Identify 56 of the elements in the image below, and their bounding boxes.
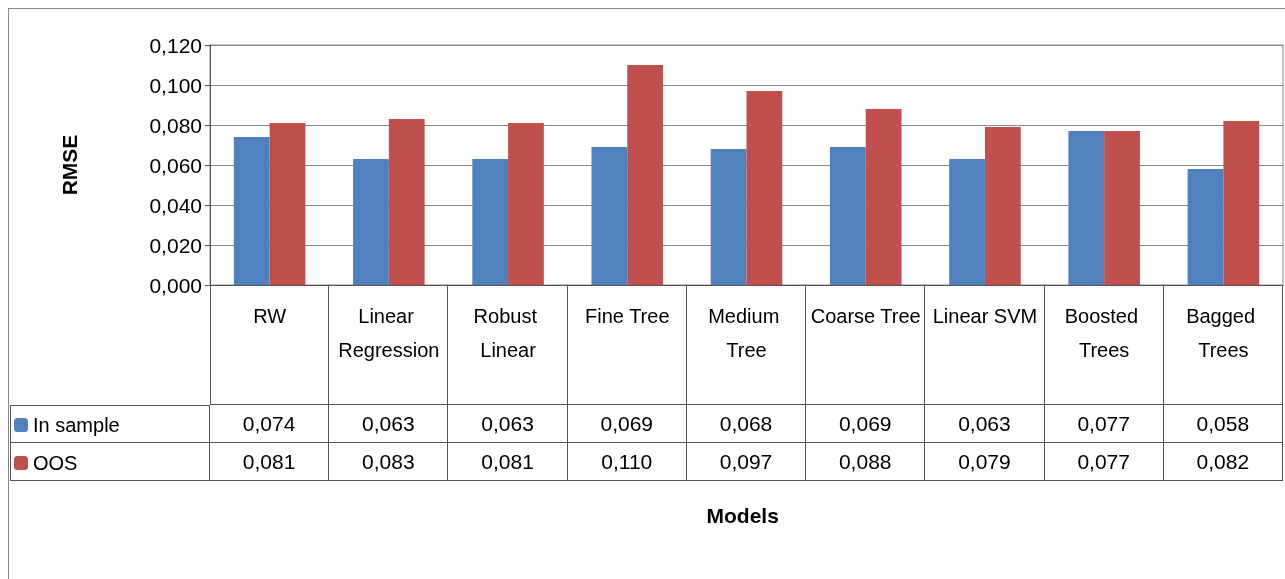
bar [1187,169,1224,285]
data-label: 0,063 [448,405,568,443]
legend-label: In sample [33,414,120,436]
y-tick-label: 0,000 [149,273,202,297]
x-tick-label: Fine Tree [585,305,670,327]
bar [591,147,628,285]
bar [865,109,902,285]
x-tick-label: Robust Linear [473,305,543,361]
bar [233,137,270,285]
data-label: 0,083 [329,443,449,481]
data-label: 0,063 [329,405,449,443]
x-tick-label: Medium Tree [708,305,785,361]
data-label: 0,081 [210,443,330,481]
y-tick-label: 0,060 [149,153,202,177]
bar [1104,131,1140,285]
data-label: 0,097 [686,443,807,481]
data-label: 0,077 [1044,443,1164,481]
y-tick-label: 0,040 [149,193,202,217]
bar [472,159,509,285]
x-tick-label: RW [253,305,287,327]
data-label: 0,079 [925,443,1045,481]
data-label: 0,088 [806,443,926,481]
data-label: 0,063 [925,405,1045,443]
data-label: 0,077 [1044,405,1164,443]
data-label: 0,110 [567,443,687,481]
x-tick-label: Coarse Tree [810,305,921,327]
y-tick-label: 0,100 [149,73,202,97]
text: Models [706,504,779,527]
x-tick-label: Linear SVM [932,305,1038,327]
bar [746,91,783,285]
bar [508,123,544,285]
data-label: 0,058 [1163,405,1283,443]
legend-label: OOS [33,452,78,474]
data-label: 0,068 [686,405,807,443]
data-label: 0,069 [567,405,687,443]
bar [353,159,389,285]
bar [269,123,306,285]
bar [1068,131,1105,285]
bar [1223,121,1260,285]
y-tick-label: 0,020 [149,233,202,257]
bar [949,159,985,285]
y-tick-label: 0,120 [149,33,202,57]
y-tick-label: 0,080 [149,113,202,137]
bar [984,127,1021,285]
data-label: 0,081 [448,443,568,481]
data-label: 0,082 [1163,443,1283,481]
x-tick-label: Bagged Trees [1186,305,1261,361]
x-tick-label: Boosted Trees [1064,305,1144,361]
x-tick-label: Linear Regression [338,305,440,361]
bar [627,65,664,285]
data-label: 0,074 [210,405,330,443]
data-label: 0,069 [806,405,926,443]
y-axis-title: RMSE [58,134,81,196]
bar [388,119,425,285]
bar [829,147,866,285]
bar [710,149,747,285]
